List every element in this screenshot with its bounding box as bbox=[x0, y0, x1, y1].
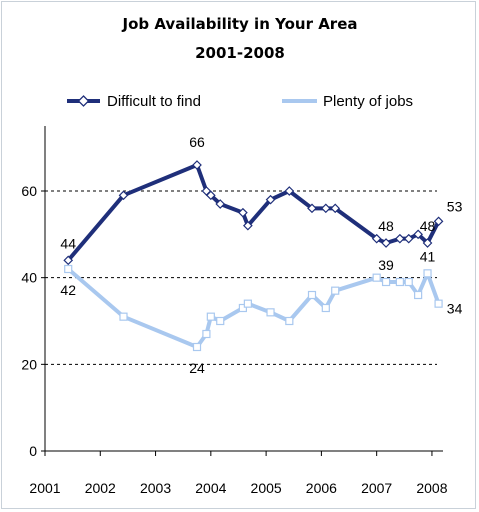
data-point-difficult-to-find bbox=[192, 160, 202, 170]
legend-label-plenty: Plenty of jobs bbox=[323, 93, 413, 110]
x-tick-label: 2008 bbox=[416, 480, 447, 496]
data-point-plenty-of-jobs bbox=[331, 286, 340, 295]
y-tick-label: 60 bbox=[21, 183, 37, 199]
data-point-difficult-to-find bbox=[433, 216, 444, 227]
x-tick-label: 2001 bbox=[29, 480, 60, 496]
series-line-difficult-to-find bbox=[66, 163, 441, 262]
data-point-difficult-to-find bbox=[381, 238, 391, 248]
data-labels: 44 66 48 48 53 42 24 39 41 34 bbox=[60, 134, 462, 376]
data-point-difficult-to-find bbox=[330, 203, 341, 214]
data-point-plenty-of-jobs bbox=[395, 277, 404, 287]
data-point-difficult-to-find bbox=[395, 233, 405, 244]
data-point-difficult-to-find bbox=[205, 190, 216, 201]
data-label: 66 bbox=[189, 134, 205, 150]
x-tick-label: 2007 bbox=[361, 480, 392, 496]
chart-title: Job Availability in Your Area bbox=[122, 15, 358, 33]
data-point-difficult-to-find bbox=[307, 203, 317, 214]
data-point-difficult-to-find bbox=[63, 255, 74, 266]
data-point-plenty-of-jobs bbox=[285, 316, 294, 326]
data-point-plenty-of-jobs bbox=[202, 329, 211, 339]
data-point-difficult-to-find bbox=[238, 207, 248, 218]
data-point-plenty-of-jobs bbox=[434, 299, 443, 308]
series-layer bbox=[63, 160, 444, 352]
data-point-plenty-of-jobs bbox=[423, 269, 432, 278]
data-point-plenty-of-jobs bbox=[192, 342, 202, 352]
data-point-plenty-of-jobs bbox=[307, 290, 317, 300]
data-point-plenty-of-jobs bbox=[206, 312, 215, 321]
data-point-plenty-of-jobs bbox=[243, 299, 252, 308]
data-label: 39 bbox=[378, 257, 394, 273]
x-tick-label: 2006 bbox=[306, 480, 337, 496]
data-label: 48 bbox=[378, 218, 394, 234]
chart-subtitle: 2001-2008 bbox=[195, 44, 285, 62]
data-point-difficult-to-find bbox=[284, 186, 295, 196]
data-point-plenty-of-jobs bbox=[266, 308, 275, 317]
data-label: 44 bbox=[60, 235, 76, 251]
data-point-plenty-of-jobs bbox=[381, 277, 391, 287]
data-point-difficult-to-find bbox=[371, 233, 382, 244]
data-point-difficult-to-find bbox=[320, 203, 331, 214]
data-point-plenty-of-jobs bbox=[404, 277, 413, 287]
y-tick-label: 40 bbox=[21, 270, 37, 286]
y-tick-label: 0 bbox=[29, 443, 37, 459]
data-point-plenty-of-jobs bbox=[216, 316, 225, 326]
legend-marker-difficult bbox=[77, 95, 90, 107]
legend: Difficult to find Plenty of jobs bbox=[67, 93, 413, 110]
data-label: 24 bbox=[189, 360, 205, 376]
legend-item-difficult: Difficult to find bbox=[67, 93, 201, 110]
x-tick-label: 2004 bbox=[195, 480, 226, 496]
data-point-difficult-to-find bbox=[243, 220, 253, 231]
data-point-difficult-to-find bbox=[403, 233, 414, 244]
legend-label-difficult: Difficult to find bbox=[107, 93, 201, 110]
data-point-plenty-of-jobs bbox=[238, 303, 247, 313]
data-point-plenty-of-jobs bbox=[414, 290, 423, 300]
data-point-plenty-of-jobs bbox=[321, 303, 330, 313]
data-label: 34 bbox=[447, 301, 463, 317]
x-tick-label: 2002 bbox=[85, 480, 116, 496]
data-label: 48 bbox=[420, 218, 436, 234]
data-point-difficult-to-find bbox=[413, 229, 423, 240]
x-tick-label: 2005 bbox=[251, 480, 282, 496]
data-point-plenty-of-jobs bbox=[119, 312, 128, 321]
legend-item-plenty: Plenty of jobs bbox=[282, 93, 413, 110]
data-point-difficult-to-find bbox=[118, 190, 129, 201]
y-tick-label: 20 bbox=[21, 356, 37, 372]
data-point-plenty-of-jobs bbox=[372, 273, 381, 282]
data-point-difficult-to-find bbox=[422, 238, 433, 248]
data-point-plenty-of-jobs bbox=[64, 264, 73, 274]
x-tick-label: 2003 bbox=[140, 480, 171, 496]
data-point-difficult-to-find bbox=[215, 199, 226, 209]
data-label: 53 bbox=[447, 198, 463, 214]
data-point-difficult-to-find bbox=[265, 194, 276, 205]
data-label: 41 bbox=[420, 248, 436, 264]
data-label: 42 bbox=[60, 282, 76, 298]
axes: 0 20 40 60 2001 2002 2003 2004 2005 2006 2007 2008 bbox=[21, 126, 448, 496]
